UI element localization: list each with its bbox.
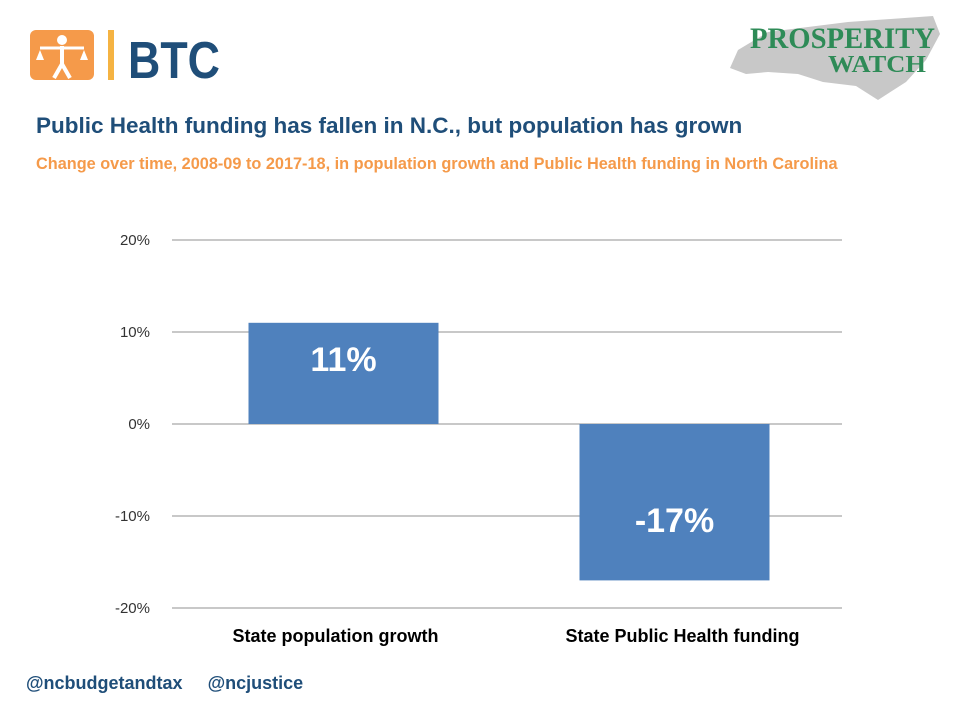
- btc-logo-text: BTC: [128, 32, 220, 84]
- social-handles: @ncbudgetandtax @ncjustice: [26, 673, 323, 694]
- scales-of-justice-person-icon: [30, 30, 94, 80]
- logo-divider: [108, 30, 114, 80]
- bar: [579, 424, 770, 581]
- y-tick-label: 20%: [120, 232, 150, 249]
- x-category-label: State Public Health funding: [565, 626, 799, 646]
- x-category-label: State population growth: [233, 626, 439, 646]
- twitter-handle-ncbudgetandtax[interactable]: @ncbudgetandtax: [26, 673, 183, 693]
- north-carolina-map-icon: [730, 16, 940, 100]
- prosperity-text: PROSPERITY: [750, 22, 935, 55]
- y-tick-label: -10%: [115, 508, 150, 525]
- chart-subtitle: Change over time, 2008-09 to 2017-18, in…: [36, 155, 838, 173]
- y-tick-label: 10%: [120, 324, 150, 341]
- data-label: -17%: [635, 502, 714, 540]
- chart-title: Public Health funding has fallen in N.C.…: [36, 113, 743, 138]
- y-tick-label: -20%: [115, 600, 150, 617]
- data-label: 11%: [310, 341, 376, 379]
- btc-logo: BTC: [30, 30, 220, 84]
- y-tick-label: 0%: [128, 416, 150, 433]
- bar: [248, 322, 439, 424]
- bar-chart: 20% 10% 0% -10% -20% 11% State population grow…: [115, 232, 842, 646]
- twitter-handle-ncjustice[interactable]: @ncjustice: [207, 673, 304, 693]
- watch-text: WATCH: [828, 52, 926, 78]
- prosperity-watch-logo: PROSPERITY WATCH: [730, 16, 940, 100]
